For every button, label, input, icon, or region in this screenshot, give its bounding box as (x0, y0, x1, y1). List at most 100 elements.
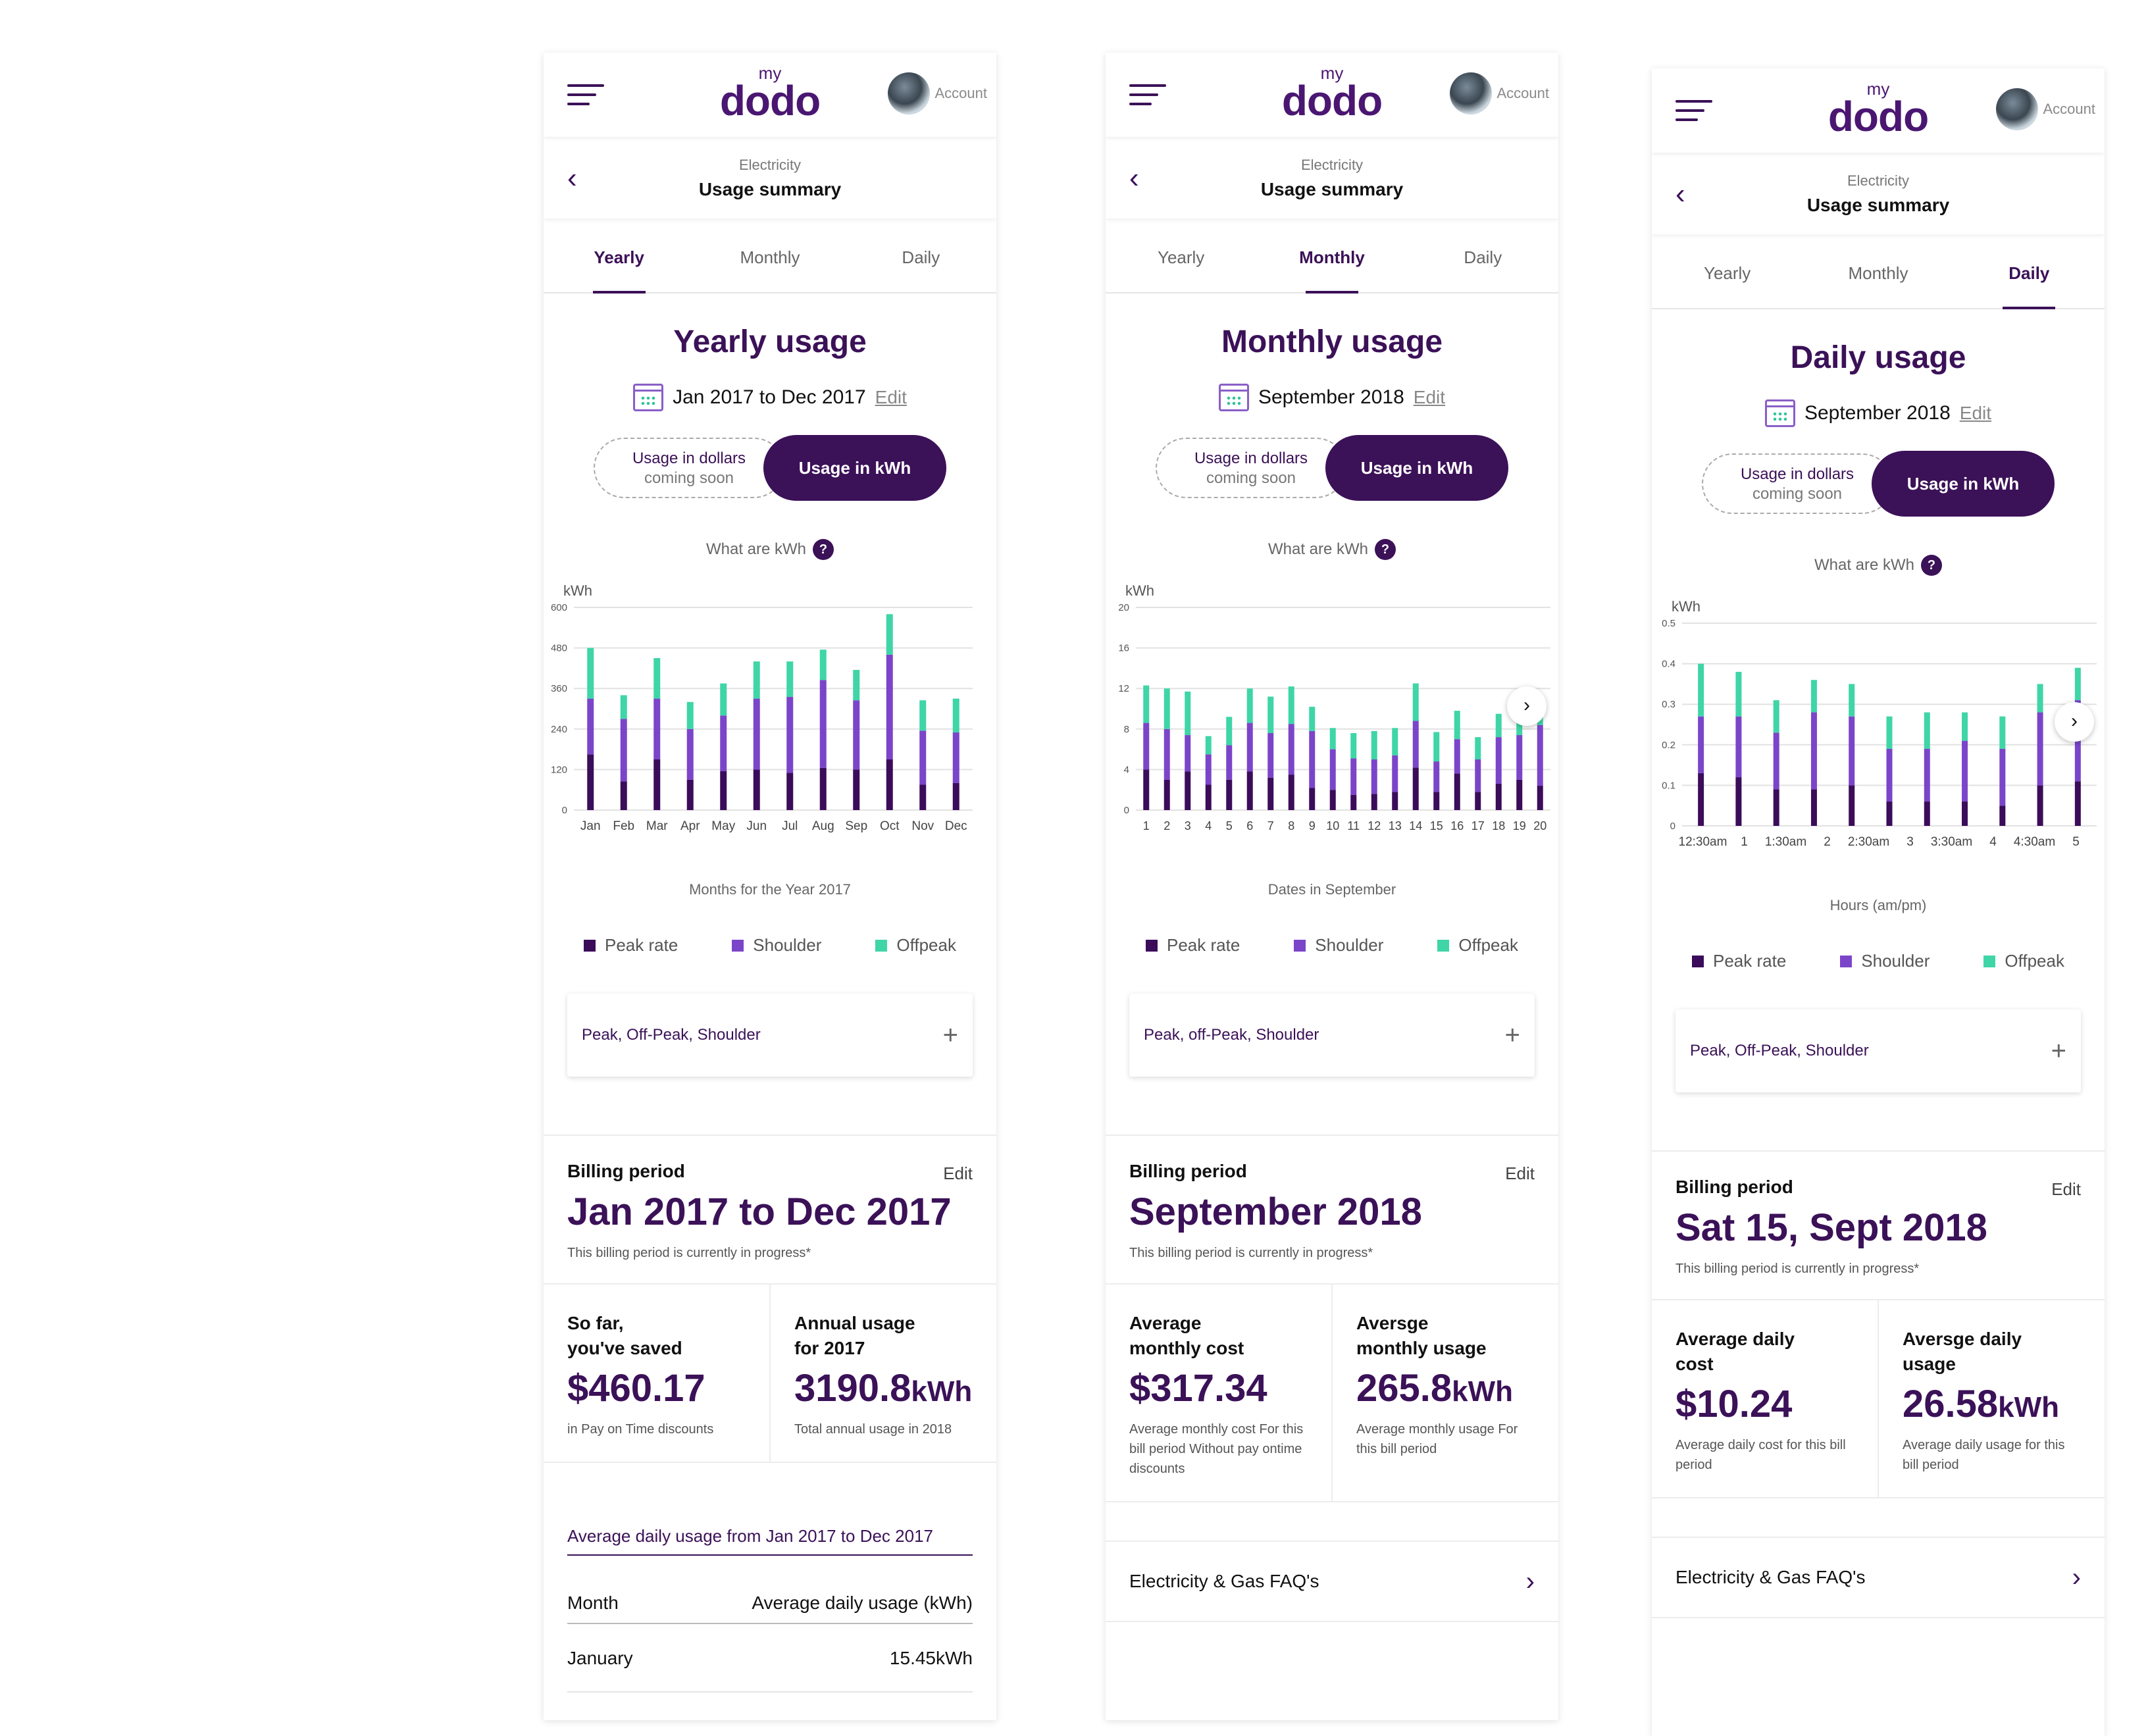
bar-shoulder (1454, 739, 1460, 774)
bar-offpeak (1185, 691, 1191, 736)
calendar-icon[interactable] (633, 384, 664, 411)
help-icon[interactable]: ? (813, 539, 834, 560)
y-tick-label: 0 (1124, 805, 1129, 816)
chart-next-arrow-icon[interactable]: › (1507, 686, 1547, 726)
usage-dollars-label: Usage in dollars (632, 449, 746, 467)
stats-row: So far, you've saved $460.17 in Pay on Ti… (544, 1283, 996, 1463)
usage-kwh-toggle[interactable]: Usage in kWh (763, 435, 946, 501)
tab-daily[interactable]: Daily (1464, 247, 1502, 267)
calendar-icon[interactable] (1218, 384, 1249, 411)
chart-legend: Peak rate Shoulder Offpeak (557, 935, 983, 956)
faq-link[interactable]: Electricity & Gas FAQ's › (1652, 1537, 2105, 1618)
bar-offpeak (1773, 700, 1779, 733)
stat-label: Annual usage for 2017 (794, 1313, 915, 1358)
bar-offpeak (1267, 696, 1274, 733)
monthly-screen: my dodo Account ‹ Electricity Usage summ… (1106, 53, 1558, 1720)
usage-dollars-toggle[interactable]: Usage in dollars coming soon (1702, 453, 1893, 514)
bar-shoulder (1962, 740, 1968, 802)
y-tick-label: 16 (1118, 643, 1129, 654)
coming-soon-label: coming soon (1752, 485, 1843, 503)
bar-offpeak (1412, 683, 1419, 721)
rates-accordion[interactable]: Peak, Off-Peak, Shoulder + (567, 994, 973, 1077)
billing-edit-button[interactable]: Edit (943, 1163, 973, 1183)
stat-daily-cost: Average daily cost $10.24 Average daily c… (1652, 1300, 1878, 1497)
tab-monthly[interactable]: Monthly (1256, 218, 1407, 294)
bar-peak-rate (1288, 775, 1294, 810)
account-label: Account (934, 85, 988, 101)
legend-offpeak: Offpeak (1983, 951, 2064, 971)
bar-shoulder (853, 700, 860, 770)
x-tick-label: Jun (746, 819, 767, 833)
chart-legend: Peak rate Shoulder Offpeak (1665, 951, 2091, 971)
date-range-row: September 2018 Edit (1652, 399, 2105, 427)
legend-peak: Peak rate (1146, 935, 1240, 956)
tab-yearly[interactable]: Yearly (544, 218, 694, 294)
tab-yearly[interactable]: Yearly (1704, 263, 1751, 283)
bar-peak-rate (1246, 771, 1253, 810)
tab-daily[interactable]: Daily (1954, 234, 2105, 309)
y-tick-label: 240 (551, 724, 567, 735)
tab-daily[interactable]: Daily (902, 247, 940, 267)
usage-kwh-toggle[interactable]: Usage in kWh (1325, 435, 1508, 501)
stat-label: Average daily cost (1675, 1329, 1795, 1374)
logo-dodo: dodo (1281, 77, 1383, 124)
table-header: Month Average daily usage (kWh) (567, 1593, 973, 1624)
menu-icon[interactable] (1675, 100, 1712, 126)
edit-date-link[interactable]: Edit (1959, 403, 1992, 423)
bar-shoulder (786, 697, 794, 773)
billing-edit-button[interactable]: Edit (2051, 1179, 2081, 1199)
x-tick-label: Aug (812, 819, 834, 833)
y-tick-label: 0.1 (1662, 780, 1675, 791)
stat-note: Average monthly usage For this bill peri… (1356, 1422, 1518, 1456)
faq-link[interactable]: Electricity & Gas FAQ's › (1106, 1541, 1558, 1622)
billing-label: Billing period (1675, 1177, 1793, 1197)
bar-offpeak (1433, 732, 1440, 762)
help-icon[interactable]: ? (1921, 555, 1943, 576)
menu-icon[interactable] (1129, 84, 1166, 111)
bar-shoulder (1392, 755, 1398, 792)
rates-accordion[interactable]: Peak, Off-Peak, Shoulder + (1675, 1009, 2081, 1092)
account-button[interactable]: Account (887, 72, 988, 115)
x-tick-label: 12:30am (1679, 835, 1727, 849)
x-tick-label: Nov (911, 819, 934, 833)
x-tick-label: 4:30am (2014, 835, 2055, 849)
tab-monthly[interactable]: Monthly (1848, 263, 1908, 283)
chart-x-label: Dates in September (1267, 881, 1396, 898)
bar-offpeak (720, 683, 727, 716)
chart-next-arrow-icon[interactable]: › (2055, 702, 2094, 742)
x-tick-label: Sep (845, 819, 867, 833)
avg-daily-title[interactable]: Average daily usage from Jan 2017 to Dec… (567, 1526, 973, 1556)
usage-dollars-toggle[interactable]: Usage in dollars coming soon (594, 438, 784, 498)
help-icon[interactable]: ? (1375, 539, 1396, 560)
page-kicker: Electricity (1847, 172, 1910, 189)
bar-shoulder (587, 698, 594, 755)
edit-date-link[interactable]: Edit (875, 387, 907, 407)
usage-kwh-toggle[interactable]: Usage in kWh (1872, 451, 2055, 517)
avatar (1995, 88, 2038, 130)
bar-shoulder (1205, 754, 1212, 785)
account-button[interactable]: Account (1449, 72, 1549, 115)
rates-accordion[interactable]: Peak, off-Peak, Shoulder + (1129, 994, 1535, 1077)
tab-monthly[interactable]: Monthly (740, 247, 800, 267)
account-button[interactable]: Account (1995, 88, 2095, 130)
billing-edit-button[interactable]: Edit (1505, 1163, 1535, 1183)
page-title: Usage summary (1260, 179, 1404, 199)
x-tick-label: 2:30am (1848, 835, 1889, 849)
x-tick-label: Jan (580, 819, 601, 833)
calendar-icon[interactable] (1764, 399, 1795, 427)
usage-dollars-label: Usage in dollars (1740, 465, 1854, 483)
logo-my: my (758, 63, 782, 83)
bar-offpeak (1205, 736, 1212, 755)
back-arrow-icon[interactable]: ‹ (1129, 162, 1139, 194)
x-tick-label: 3:30am (1931, 835, 1972, 849)
edit-date-link[interactable]: Edit (1413, 387, 1446, 407)
tab-yearly[interactable]: Yearly (1158, 247, 1205, 267)
what-are-kwh: What are kWh ? (544, 539, 996, 560)
menu-icon[interactable] (567, 84, 604, 111)
billing-label: Billing period (567, 1161, 685, 1181)
back-arrow-icon[interactable]: ‹ (567, 162, 577, 194)
bar-shoulder (1164, 728, 1170, 780)
usage-dollars-toggle[interactable]: Usage in dollars coming soon (1156, 438, 1346, 498)
bar-peak-rate (1412, 767, 1419, 810)
back-arrow-icon[interactable]: ‹ (1675, 178, 1685, 210)
